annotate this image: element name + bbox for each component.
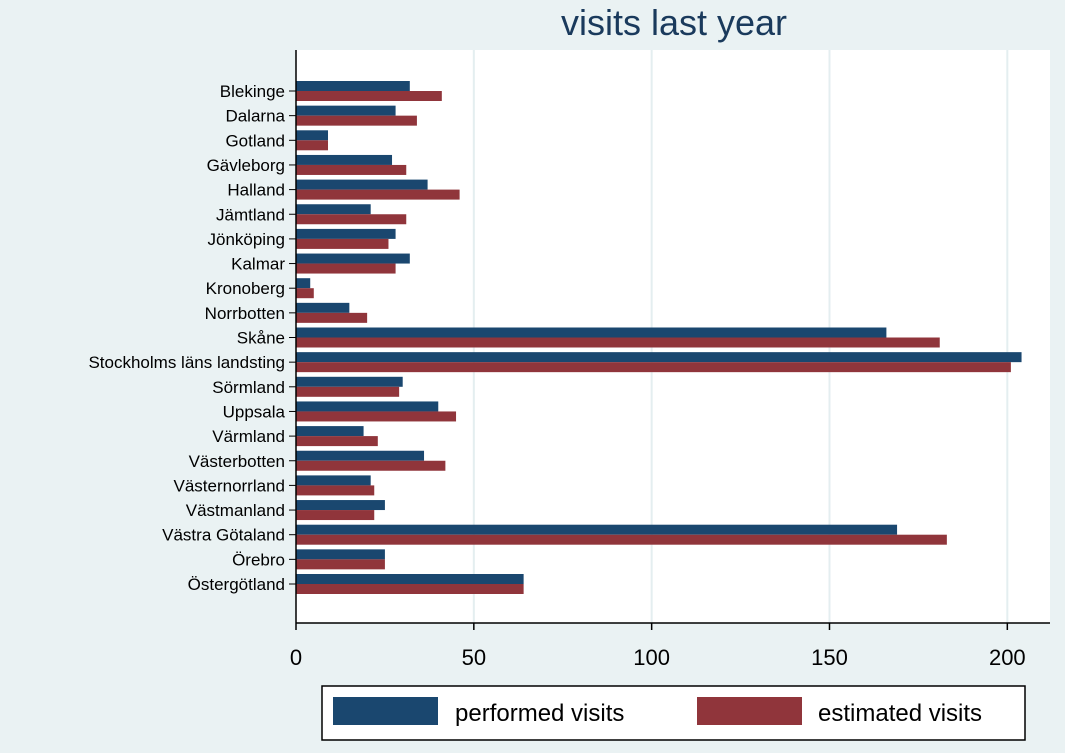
bar-performed: [296, 81, 410, 91]
bar-estimated: [296, 91, 442, 101]
category-label: Stockholms läns landsting: [88, 353, 285, 372]
bar-estimated: [296, 214, 407, 225]
bar-performed: [296, 352, 1022, 363]
bar-performed: [296, 204, 371, 215]
category-label: Sörmland: [212, 378, 285, 397]
bar-estimated: [296, 362, 1011, 373]
category-label: Västerbotten: [189, 452, 285, 471]
x-tick-label: 0: [290, 645, 302, 670]
bar-estimated: [296, 584, 524, 594]
x-tick-label: 100: [633, 645, 670, 670]
legend-swatch-estimated: [697, 697, 802, 725]
category-label: Västernorrland: [173, 476, 285, 495]
legend-label-estimated: estimated visits: [818, 700, 982, 727]
bar-estimated: [296, 510, 375, 521]
bar-estimated: [296, 485, 375, 496]
category-label: Norrbotten: [205, 304, 285, 323]
legend-box: [321, 685, 1026, 741]
bar-estimated: [296, 115, 417, 126]
bar-estimated: [296, 436, 378, 447]
bar-performed: [296, 302, 350, 313]
bar-estimated: [296, 559, 385, 570]
category-label: Östergötland: [188, 575, 285, 594]
bar-performed: [296, 154, 393, 165]
bar-estimated: [296, 263, 396, 274]
bar-estimated: [296, 534, 947, 545]
category-label: Örebro: [232, 550, 285, 569]
bar-estimated: [296, 460, 446, 471]
bar-performed: [296, 327, 887, 338]
bar-performed: [296, 228, 396, 239]
bar-estimated: [296, 189, 460, 200]
bar-performed: [296, 253, 410, 264]
x-tick-label: 50: [462, 645, 486, 670]
bar-performed: [296, 500, 385, 511]
bar-performed: [296, 278, 311, 289]
bar-performed: [296, 376, 403, 387]
bar-performed: [296, 426, 364, 437]
category-label: Värmland: [212, 427, 285, 446]
category-label: Jönköping: [207, 230, 285, 249]
bars: [296, 81, 1022, 594]
category-label: Halland: [227, 181, 285, 200]
bar-estimated: [296, 386, 400, 397]
bar-performed: [296, 130, 329, 141]
legend: performed visits estimated visits: [321, 685, 1026, 741]
category-label: Skåne: [237, 329, 285, 348]
x-tick-label: 150: [811, 645, 848, 670]
category-label: Kronoberg: [206, 279, 285, 298]
bar-estimated: [296, 312, 368, 323]
category-label: Västmanland: [186, 501, 285, 520]
bar-estimated: [296, 288, 314, 299]
category-label: Jämtland: [216, 205, 285, 224]
category-label: Kalmar: [231, 255, 285, 274]
bar-estimated: [296, 164, 407, 175]
bar-estimated: [296, 238, 389, 249]
bar-estimated: [296, 337, 940, 348]
chart-title: visits last year: [561, 2, 787, 43]
category-labels: Blekinge Dalarna Gotland Gävleborg Halland Jä…: [88, 82, 296, 594]
bar-performed: [296, 475, 371, 486]
category-label: Gotland: [225, 131, 285, 150]
bar-performed: [296, 105, 396, 116]
legend-swatch-performed: [333, 697, 438, 725]
bar-performed: [296, 179, 428, 190]
bar-performed: [296, 549, 385, 560]
bar-estimated: [296, 411, 457, 422]
x-tick-label: 200: [989, 645, 1026, 670]
legend-label-performed: performed visits: [455, 700, 624, 727]
category-label: Västra Götaland: [162, 526, 285, 545]
bar-performed: [296, 401, 439, 412]
bar-performed: [296, 524, 898, 535]
bar-performed: [296, 450, 425, 461]
category-label: Dalarna: [225, 107, 285, 126]
category-label: Uppsala: [223, 402, 286, 421]
x-axis-ticks: 0 50 100 150 200: [290, 623, 1026, 670]
category-label: Blekinge: [220, 82, 285, 101]
bar-performed: [296, 574, 524, 584]
bar-estimated: [296, 140, 329, 151]
category-label: Gävleborg: [207, 156, 285, 175]
